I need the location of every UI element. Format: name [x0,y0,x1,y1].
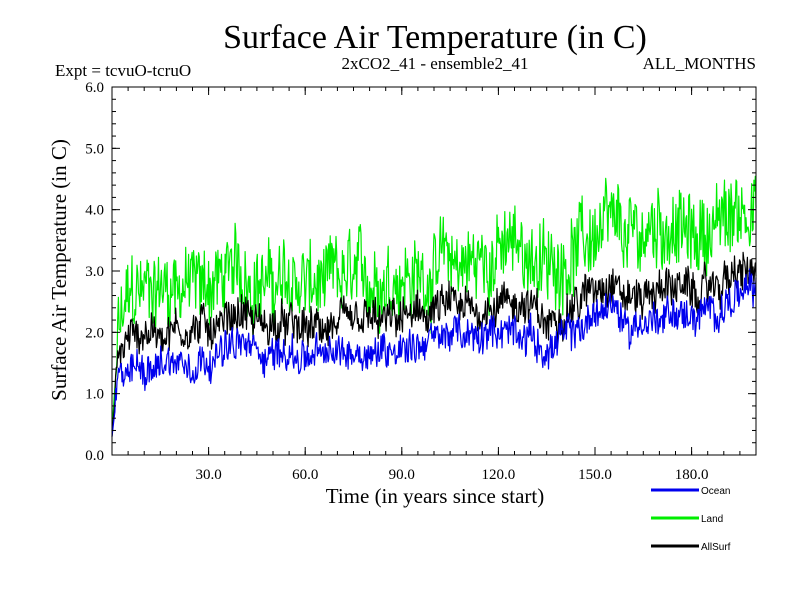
x-tick-label: 90.0 [389,467,415,483]
legend: Ocean Land AllSurf [651,486,731,553]
y-tick-label: 2.0 [85,325,104,341]
y-tick-label: 6.0 [85,80,104,96]
chart-subtitle-left: Expt = tcvuO-tcruO [55,61,191,80]
y-tick-label: 3.0 [85,264,104,280]
x-tick-label: 180.0 [675,467,709,483]
legend-label-land: Land [701,514,723,525]
y-tick-label: 1.0 [85,387,104,403]
x-tick-label: 30.0 [195,467,221,483]
y-tick-label: 5.0 [85,141,104,157]
axis-ticks: 0.0 1.0 2.0 3.0 4.0 5.0 6.0 30.0 60.0 90.0 120.0 15… [85,80,757,483]
y-axis-title: Surface Air Temperature (in C) [47,139,71,401]
series-line-land [111,175,757,431]
legend-label-ocean: Ocean [701,486,730,497]
x-tick-label: 120.0 [482,467,516,483]
series-line-allsurf [111,251,757,437]
plot-series [111,175,757,437]
chart-subtitle-right: ALL_MONTHS [643,54,756,73]
chart-title: Surface Air Temperature (in C) [223,19,647,56]
chart-subtitle-center: 2xCO2_41 - ensemble2_41 [342,54,529,73]
x-axis-title: Time (in years since start) [326,484,545,508]
x-tick-label: 60.0 [292,467,318,483]
series-line-ocean [111,268,757,437]
x-tick-label: 150.0 [578,467,612,483]
y-tick-label: 0.0 [85,448,104,464]
y-tick-label: 4.0 [85,203,104,219]
legend-label-allsurf: AllSurf [701,542,731,553]
